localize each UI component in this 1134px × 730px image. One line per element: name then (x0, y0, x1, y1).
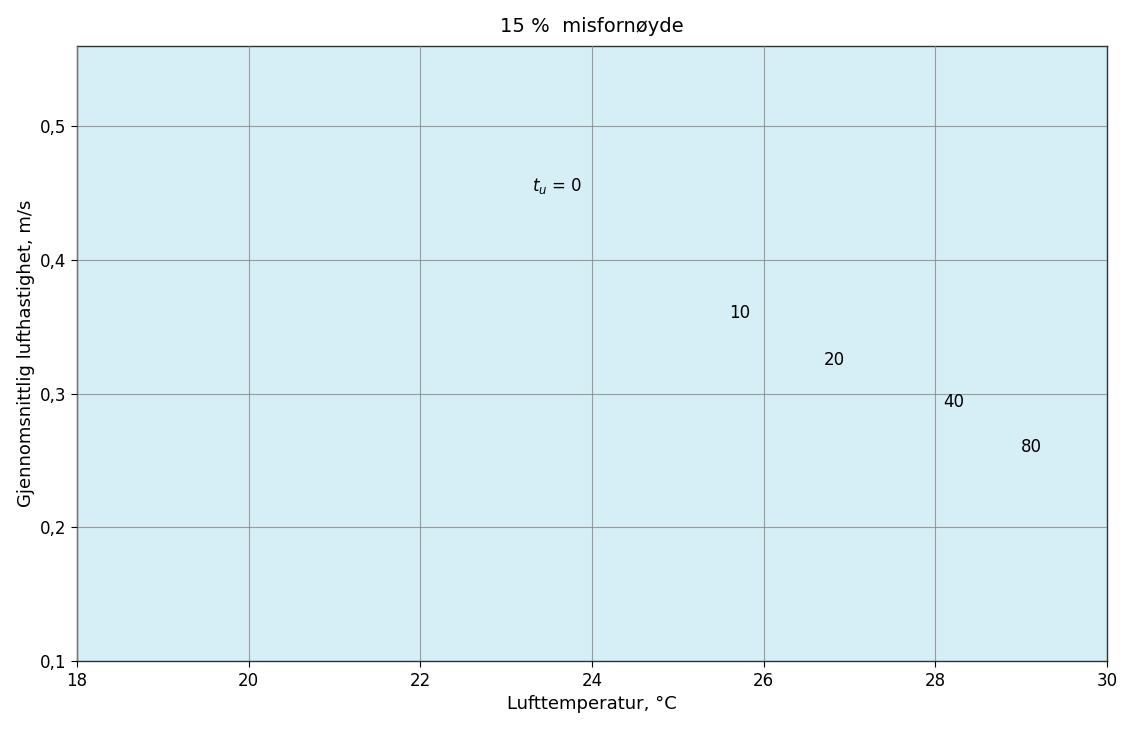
Title: 15 %  misfornøyde: 15 % misfornøyde (500, 17, 684, 36)
Text: 80: 80 (1021, 438, 1042, 456)
X-axis label: Lufttemperatur, °C: Lufttemperatur, °C (507, 696, 677, 713)
Text: 10: 10 (729, 304, 751, 323)
Text: 20: 20 (823, 351, 845, 369)
Text: $t_u$ = 0: $t_u$ = 0 (532, 176, 582, 196)
Y-axis label: Gjennomsnittlig lufthastighet, m/s: Gjennomsnittlig lufthastighet, m/s (17, 200, 35, 507)
Text: 40: 40 (943, 393, 965, 411)
